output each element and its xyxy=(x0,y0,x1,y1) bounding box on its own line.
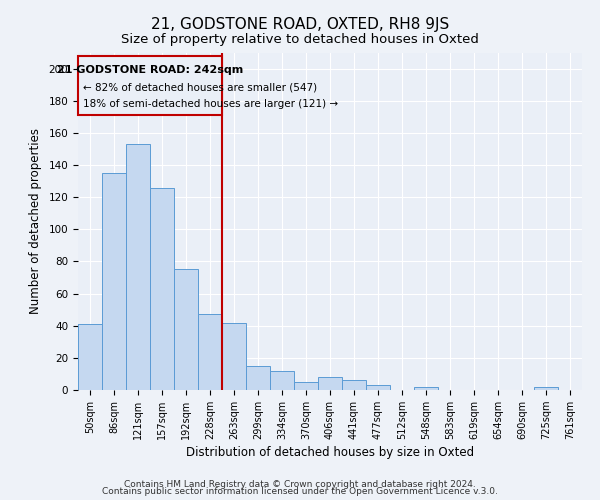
Bar xyxy=(222,322,246,390)
X-axis label: Distribution of detached houses by size in Oxted: Distribution of detached houses by size … xyxy=(186,446,474,459)
Text: 21, GODSTONE ROAD, OXTED, RH8 9JS: 21, GODSTONE ROAD, OXTED, RH8 9JS xyxy=(151,18,449,32)
Text: Contains public sector information licensed under the Open Government Licence v.: Contains public sector information licen… xyxy=(102,487,498,496)
Bar xyxy=(414,387,438,390)
Bar xyxy=(198,314,222,390)
Bar xyxy=(174,270,198,390)
Bar xyxy=(102,173,126,390)
FancyBboxPatch shape xyxy=(78,56,222,115)
Bar xyxy=(318,377,342,390)
Bar xyxy=(150,188,174,390)
Bar xyxy=(78,324,102,390)
Bar xyxy=(294,382,318,390)
Text: Size of property relative to detached houses in Oxted: Size of property relative to detached ho… xyxy=(121,32,479,46)
Text: Contains HM Land Registry data © Crown copyright and database right 2024.: Contains HM Land Registry data © Crown c… xyxy=(124,480,476,489)
Y-axis label: Number of detached properties: Number of detached properties xyxy=(29,128,41,314)
Bar xyxy=(366,385,390,390)
Bar xyxy=(270,370,294,390)
Text: 18% of semi-detached houses are larger (121) →: 18% of semi-detached houses are larger (… xyxy=(83,99,338,109)
Bar xyxy=(126,144,150,390)
Bar xyxy=(246,366,270,390)
Bar xyxy=(534,387,558,390)
Text: ← 82% of detached houses are smaller (547): ← 82% of detached houses are smaller (54… xyxy=(83,83,317,93)
Bar xyxy=(342,380,366,390)
Text: 21 GODSTONE ROAD: 242sqm: 21 GODSTONE ROAD: 242sqm xyxy=(57,65,243,75)
